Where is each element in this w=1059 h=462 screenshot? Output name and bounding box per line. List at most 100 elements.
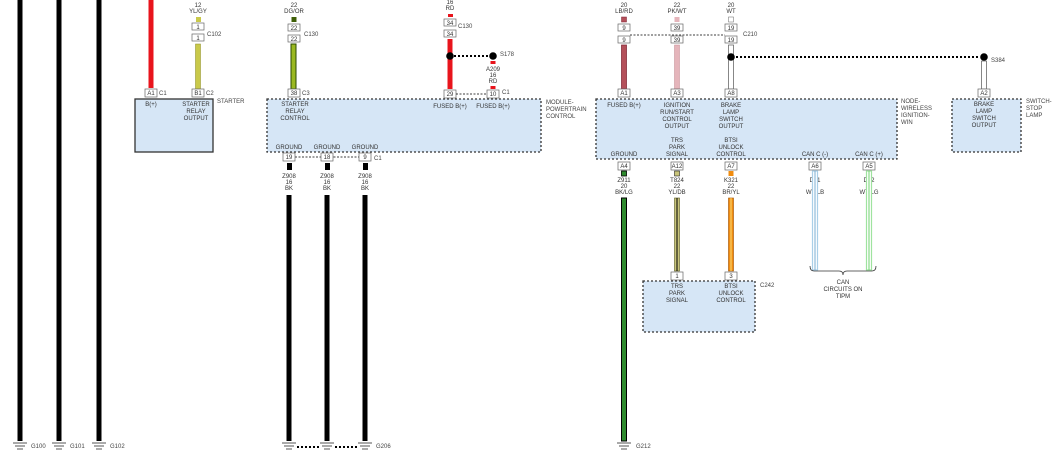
starter-box[interactable] bbox=[134, 98, 214, 153]
win-box[interactable] bbox=[595, 98, 898, 160]
wire-color: RD bbox=[489, 79, 498, 85]
pin-function: PARK bbox=[669, 145, 685, 151]
connector-label: C1 bbox=[374, 156, 382, 162]
wire-circuit: T824 bbox=[670, 178, 684, 184]
pcm-box[interactable] bbox=[266, 98, 542, 153]
pin-function: GROUND bbox=[276, 145, 303, 151]
pin-function: BRAKE bbox=[974, 102, 994, 108]
connector-pin bbox=[617, 35, 631, 44]
pin-function: STARTER bbox=[182, 102, 210, 108]
pin-label: 34 bbox=[447, 32, 454, 38]
pin-function: TRS bbox=[671, 138, 683, 144]
pin-function: OUTPUT bbox=[665, 124, 690, 130]
connector-label: C2 bbox=[206, 91, 214, 97]
ground-wires-left: G100 G101 G102 bbox=[12, 0, 125, 450]
component-name: SWITCH- bbox=[1026, 99, 1052, 105]
wire-a209[interactable] bbox=[490, 86, 496, 89]
pin-label: 22 bbox=[291, 26, 298, 32]
pin-function: CONTROL bbox=[662, 117, 692, 123]
pin-label: A5 bbox=[865, 164, 873, 170]
connector-label: C3 bbox=[302, 91, 310, 97]
pin-function: PARK bbox=[669, 291, 685, 297]
connector-pin bbox=[358, 152, 372, 162]
component-name: LAMP bbox=[1026, 113, 1042, 119]
wire-red-b-plus[interactable] bbox=[148, 0, 154, 88]
wire-color: YL/DB bbox=[668, 190, 685, 196]
wire-lb-rd[interactable] bbox=[621, 44, 627, 90]
wire-z908[interactable] bbox=[286, 195, 292, 441]
connector-pin bbox=[617, 88, 631, 98]
wire-g101[interactable] bbox=[56, 0, 62, 441]
pin-function: CONTROL bbox=[716, 298, 746, 304]
starter-section: 12 YL/GY 1 1 C102 A1 C1 B1 C2 STARTER B(… bbox=[134, 0, 245, 153]
connector-pin bbox=[191, 22, 205, 31]
connector-pin bbox=[320, 152, 334, 162]
wire-z908[interactable] bbox=[324, 195, 330, 441]
pin-label: A2 bbox=[980, 91, 988, 97]
pin-label: A3 bbox=[673, 91, 681, 97]
wire-color: PK/WT bbox=[668, 9, 687, 15]
wire-pk-wt[interactable] bbox=[674, 44, 680, 90]
connector-pin bbox=[287, 34, 301, 43]
connector-pin bbox=[144, 88, 158, 98]
win-section: 20 LB/RD 22 PK/WT 20 WT 9 9 39 39 19 19 … bbox=[595, 3, 1006, 450]
ground-label: G212 bbox=[636, 444, 651, 450]
wire-z908[interactable] bbox=[362, 195, 368, 441]
wire-circuit: K321 bbox=[724, 178, 739, 184]
note-text: CAN bbox=[837, 280, 850, 286]
wire-gauge: 16 bbox=[447, 0, 454, 6]
connector-label: C130 bbox=[304, 32, 319, 38]
wire-stub bbox=[196, 17, 201, 22]
pin-label: A4 bbox=[620, 164, 628, 170]
pin-label: 29 bbox=[447, 92, 454, 98]
connector-pin bbox=[486, 89, 500, 99]
wire-wt[interactable] bbox=[728, 44, 734, 90]
pin-label: 1 bbox=[675, 274, 679, 280]
wire-circuit: A209 bbox=[486, 67, 501, 73]
pin-label: A6 bbox=[811, 164, 819, 170]
wire-g100[interactable] bbox=[17, 0, 23, 441]
pin-label: A1 bbox=[147, 91, 155, 97]
pin-label: 34 bbox=[447, 21, 454, 27]
connector-pin bbox=[191, 88, 205, 98]
wire-z911[interactable] bbox=[621, 197, 627, 442]
stop-switch-box[interactable] bbox=[951, 98, 1022, 153]
pin-label: B1 bbox=[194, 91, 202, 97]
pin-function: OUTPUT bbox=[719, 124, 744, 130]
wire-gauge: 20 bbox=[728, 3, 735, 9]
wire-stub bbox=[728, 171, 734, 176]
connector-pin bbox=[670, 35, 684, 44]
wire-g102[interactable] bbox=[96, 0, 102, 441]
ground-symbol-icon bbox=[616, 442, 632, 450]
pin-function: GROUND bbox=[611, 152, 638, 158]
wire-wt-switch[interactable] bbox=[981, 60, 987, 90]
wire-red-fused[interactable] bbox=[447, 39, 453, 89]
component-name: C242 bbox=[760, 283, 775, 289]
wire-yl-gy[interactable] bbox=[195, 43, 201, 90]
pin-label: 39 bbox=[674, 38, 681, 44]
splice-dot bbox=[980, 53, 988, 61]
pin-label: 19 bbox=[286, 155, 293, 161]
wire-stub bbox=[490, 61, 496, 64]
connector-pin bbox=[617, 161, 631, 171]
pin-label: 10 bbox=[490, 92, 497, 98]
wire-dg-or[interactable] bbox=[290, 43, 297, 90]
connector-pin bbox=[724, 161, 738, 171]
wire-gauge: 22 bbox=[291, 3, 298, 9]
wire-gauge: 22 bbox=[674, 184, 681, 190]
wire-gauge: 16 bbox=[490, 73, 497, 79]
component-name: STOP bbox=[1026, 106, 1042, 112]
connector-pin bbox=[287, 23, 301, 32]
pin-function: IGNITION bbox=[664, 103, 691, 109]
connector-pin bbox=[977, 88, 991, 98]
connector-pin bbox=[443, 29, 457, 38]
component-name: CONTROL bbox=[546, 114, 576, 120]
pin-function: TRS bbox=[671, 284, 683, 290]
pin-label: 9 bbox=[622, 38, 626, 44]
c242-box[interactable] bbox=[642, 280, 756, 333]
ground-symbol-icon bbox=[319, 442, 335, 450]
component-name: WIN bbox=[901, 120, 913, 126]
pin-function: BRAKE bbox=[721, 103, 741, 109]
connector-label: C130 bbox=[458, 24, 473, 30]
splice-label: S178 bbox=[500, 52, 515, 58]
